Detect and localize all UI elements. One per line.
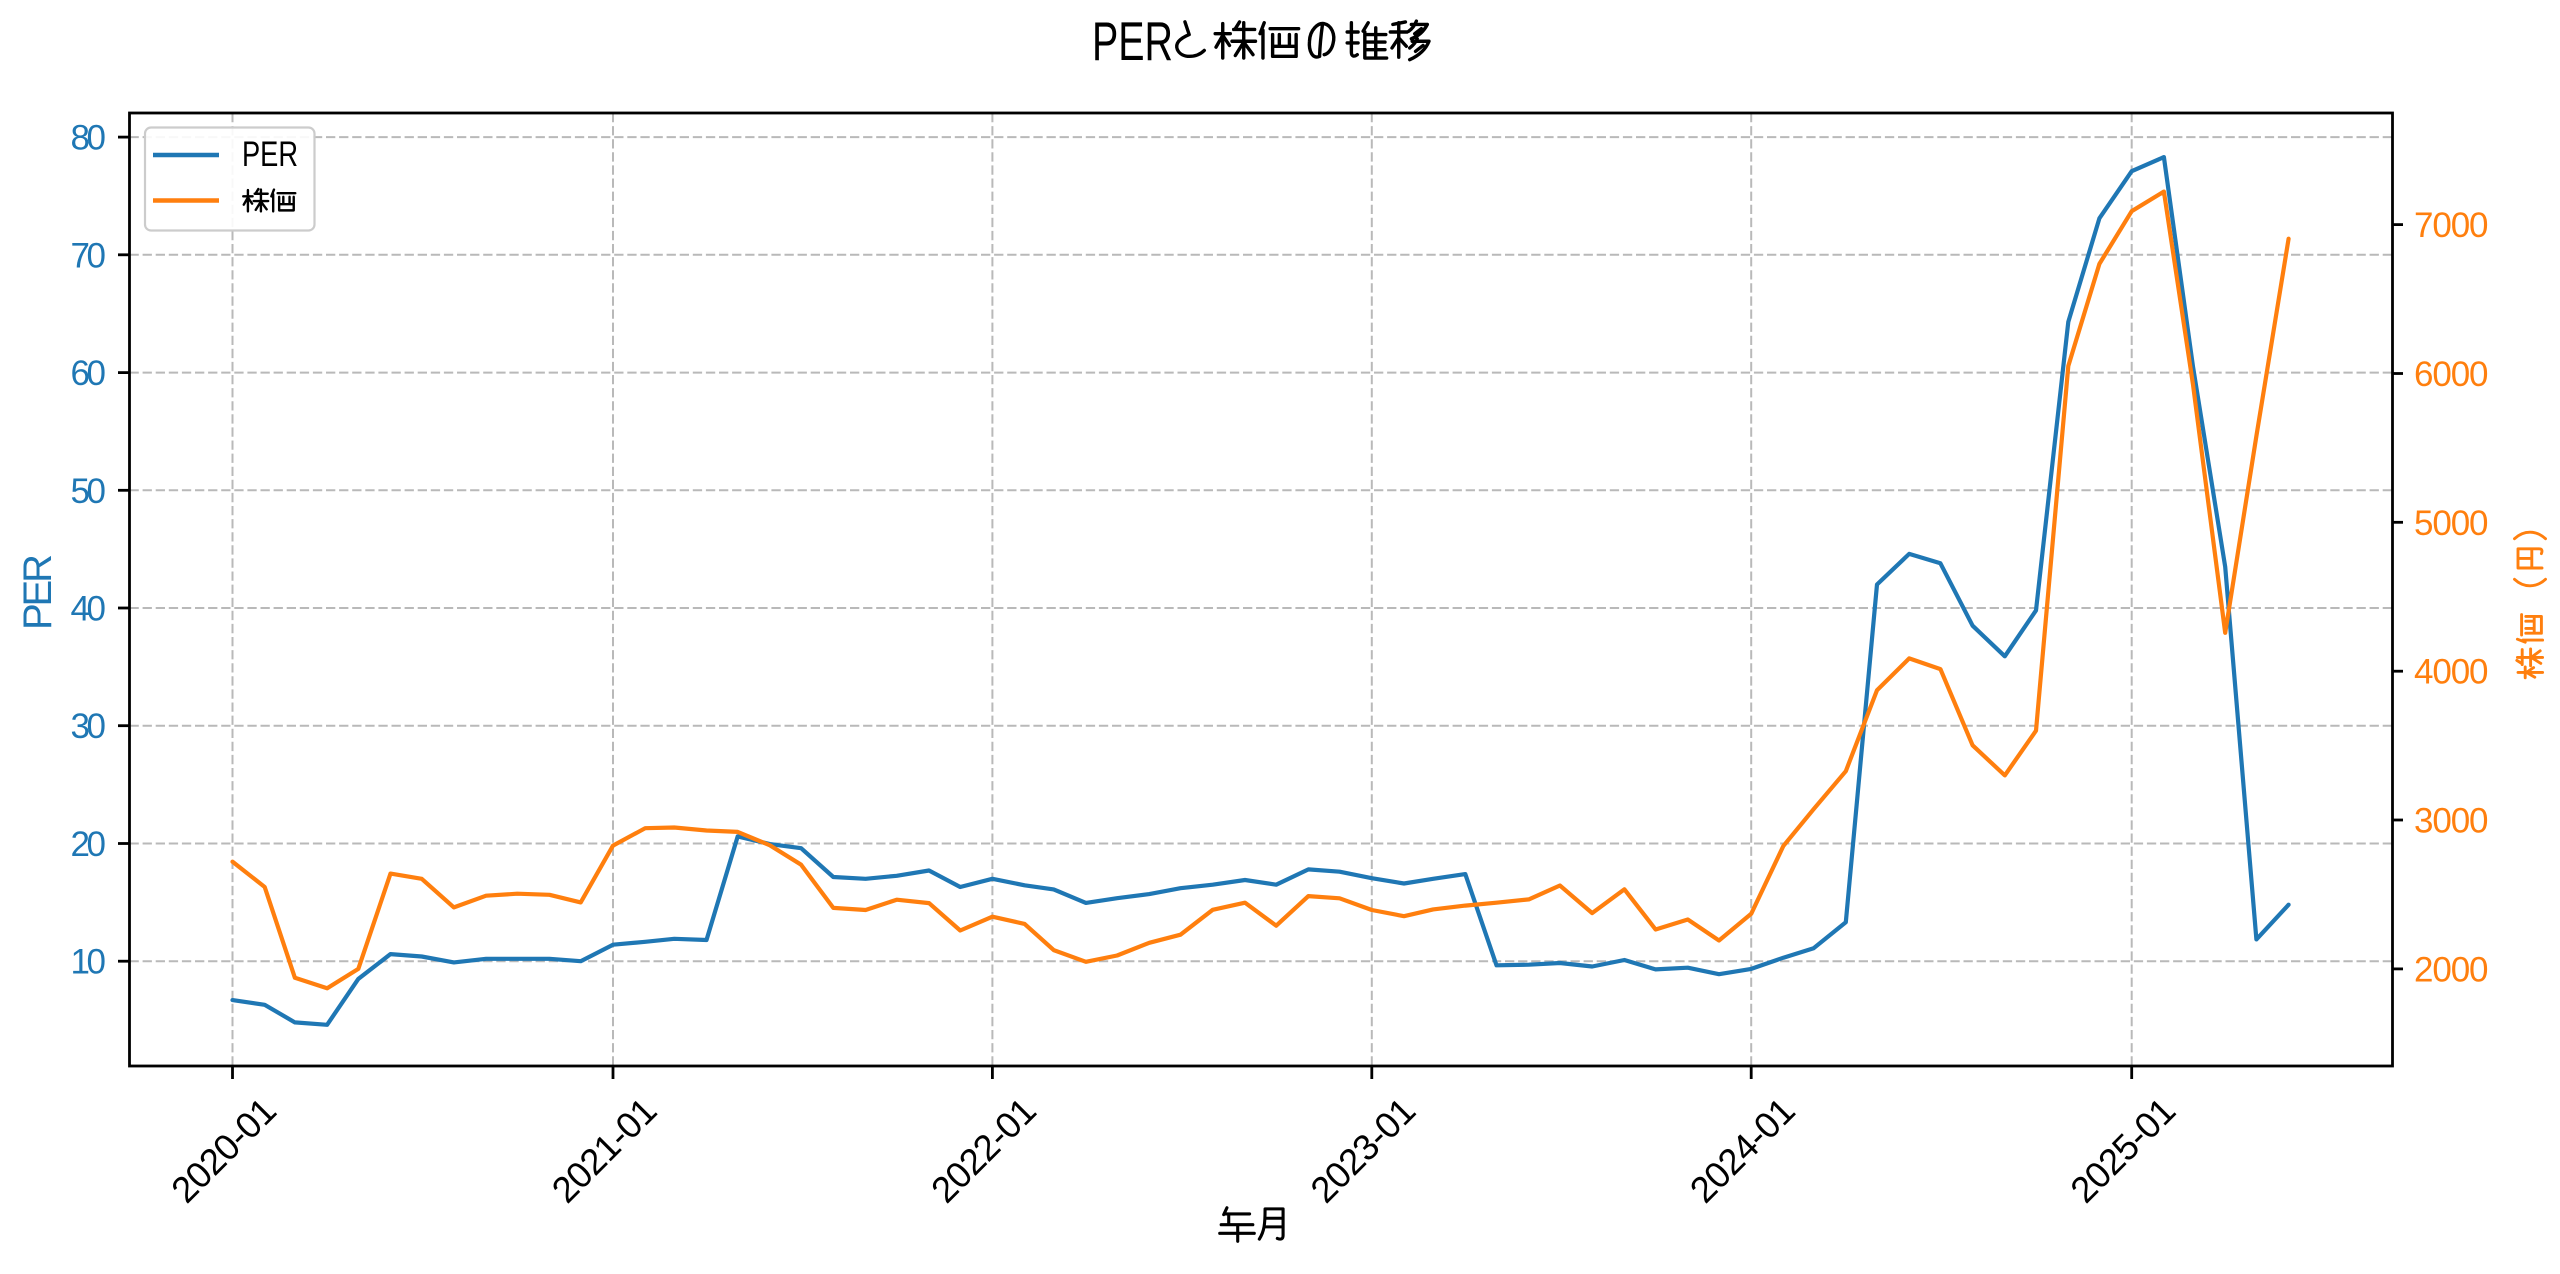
svg-text:3000: 3000 <box>2414 802 2489 841</box>
svg-text:40: 40 <box>71 590 107 629</box>
svg-text:80: 80 <box>71 119 107 158</box>
svg-text:20: 20 <box>71 825 107 864</box>
svg-text:7000: 7000 <box>2414 206 2489 245</box>
svg-text:30: 30 <box>71 707 107 746</box>
svg-text:10: 10 <box>71 943 107 982</box>
svg-text:PER: PER <box>16 554 60 630</box>
svg-text:PER: PER <box>1092 10 1173 72</box>
svg-text:70: 70 <box>71 236 107 275</box>
svg-text:5000: 5000 <box>2414 504 2489 543</box>
svg-text:50: 50 <box>71 472 107 511</box>
svg-text:2000: 2000 <box>2414 950 2489 989</box>
svg-text:4000: 4000 <box>2414 653 2489 692</box>
svg-text:6000: 6000 <box>2414 355 2489 394</box>
svg-text:PER: PER <box>242 135 298 174</box>
svg-text:60: 60 <box>71 354 107 393</box>
